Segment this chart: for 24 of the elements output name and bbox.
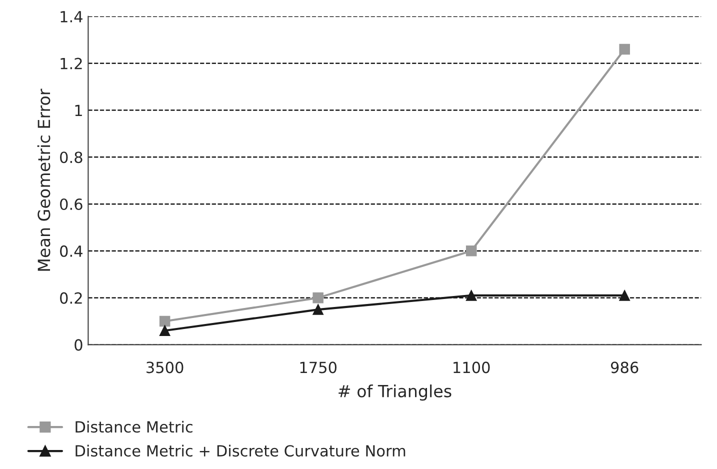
x-tick-label: 986 xyxy=(610,362,638,374)
point xyxy=(159,325,170,336)
point xyxy=(619,44,630,55)
point xyxy=(312,304,324,315)
y-tick-label: 0.8 xyxy=(60,152,82,164)
legend-label: Distance Metric + Discrete Curvature Norm xyxy=(76,444,406,457)
point xyxy=(466,246,477,256)
y-tick-label: 0.6 xyxy=(60,198,82,210)
y-tick-label: 0 xyxy=(74,339,82,351)
x-axis-title: # of Triangles xyxy=(338,384,452,401)
y-tick-label: 1.4 xyxy=(60,11,82,22)
y-tick-label: 0.2 xyxy=(60,292,82,304)
legend-label: Distance Metric xyxy=(76,420,192,433)
y-tick-label: 0.4 xyxy=(60,245,82,257)
y-axis-title: Mean Geometric Error xyxy=(37,88,50,271)
point xyxy=(312,292,324,304)
y-tick-label: 1.2 xyxy=(60,58,82,70)
y-tick-label: 1 xyxy=(75,104,82,116)
x-tick-label: 1100 xyxy=(454,362,490,374)
x-tick-label: 1750 xyxy=(300,362,337,374)
point xyxy=(159,316,170,327)
x-tick-label: 3500 xyxy=(146,362,184,374)
point xyxy=(619,290,630,301)
point xyxy=(466,290,477,301)
